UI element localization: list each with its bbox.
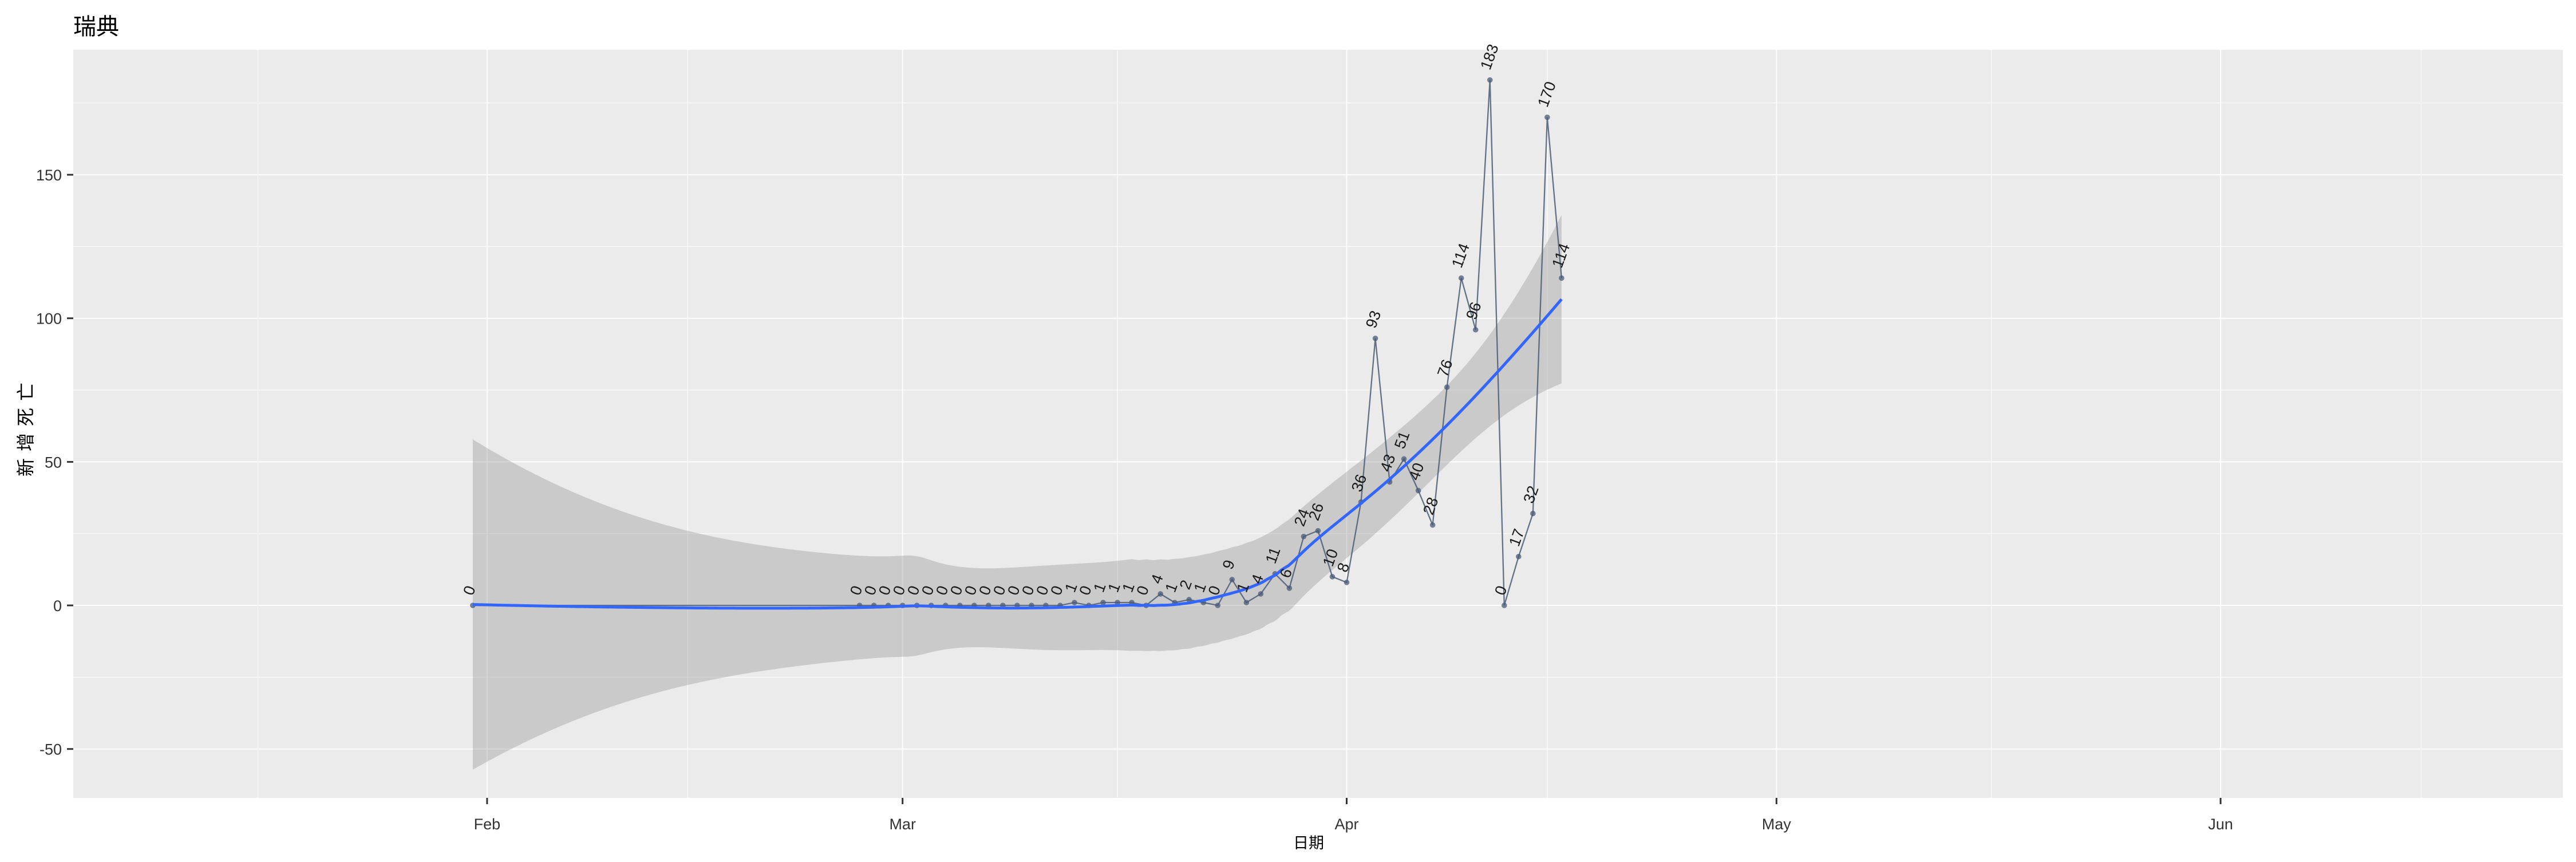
- svg-text:Mar: Mar: [889, 816, 916, 833]
- svg-text:May: May: [1762, 816, 1792, 833]
- svg-text:50: 50: [45, 454, 62, 471]
- svg-text:Apr: Apr: [1334, 816, 1358, 833]
- svg-text:-50: -50: [39, 741, 62, 758]
- svg-text:Feb: Feb: [474, 816, 501, 833]
- svg-text:0: 0: [53, 597, 62, 615]
- svg-text:Jun: Jun: [2208, 816, 2233, 833]
- svg-text:100: 100: [36, 310, 62, 328]
- svg-text:150: 150: [36, 167, 62, 184]
